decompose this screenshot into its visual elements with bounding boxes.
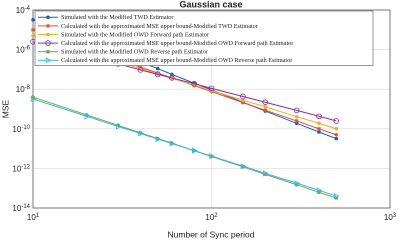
legend-marker [46,32,50,37]
point [334,127,339,131]
series [30,95,340,200]
legend-label: Simulated with the Modified TWD Estimato… [61,14,173,21]
legend-label: Simulated with the Modified OWD Forward … [61,31,209,38]
legend-box [34,10,374,66]
point [155,136,162,143]
point [240,163,247,170]
series-line [32,98,337,197]
legend-label: Calculated with the approximated MSE upp… [61,57,292,64]
point [263,108,268,113]
x-tick-label: 101 [27,213,40,223]
point [31,33,35,38]
point [169,75,175,81]
legend-label: Calculated with the approximated MSE upp… [61,40,293,47]
point [294,114,299,119]
legend-marker [46,49,50,54]
point [155,66,160,71]
point [31,27,35,32]
point [316,126,321,131]
y-axis-label: MSE [0,99,10,118]
point [30,95,37,103]
x-tick-label: 103 [384,213,397,223]
y-tick-label: 10-8 [16,85,31,95]
point [137,67,144,73]
point [262,99,269,106]
legend-marker [46,15,50,20]
point [334,132,339,137]
point [334,193,340,200]
point [209,152,215,160]
legend-marker [46,23,50,28]
point [192,147,198,154]
point [115,123,122,130]
point [317,121,321,126]
legend-marker [45,57,52,64]
point [316,187,323,194]
point [138,130,144,137]
point [31,17,35,22]
point [154,71,161,78]
point [240,93,246,100]
legend-label: Simulated with the Modified OWD Reverse … [61,49,208,56]
y-tick-label: 10-12 [12,164,30,174]
point [263,170,269,177]
point [240,100,245,105]
x-axis-label: Number of Sync period [168,229,255,239]
point [316,113,322,120]
point [293,107,300,114]
y-tick-label: 10-14 [12,204,30,214]
point [294,118,299,123]
point [263,104,268,109]
y-tick-label: 10-6 [16,45,31,55]
y-tick-label: 10-4 [16,6,31,16]
point [317,130,321,134]
point [84,113,91,120]
chart-title: Gaussian case [179,0,242,9]
y-tick-label: 10-10 [12,124,30,134]
point [191,80,198,87]
x-tick-label: 102 [205,213,218,223]
legend-marker [45,40,51,46]
point [334,136,339,141]
plot-frame [32,9,391,209]
point [294,180,301,187]
legend-label: Calculated with the approximated MSE upp… [61,23,258,30]
point [333,118,340,124]
point [208,85,215,92]
point [169,140,176,147]
legend: Simulated with the Modified TWD Estimato… [34,10,374,66]
